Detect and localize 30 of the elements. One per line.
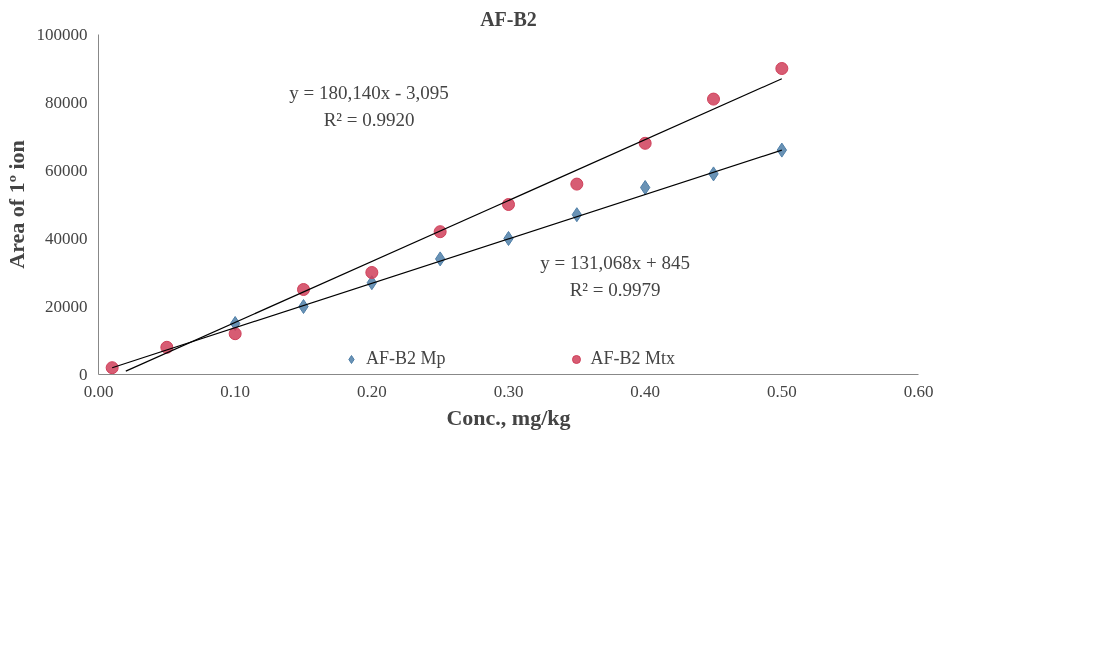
point	[502, 198, 515, 211]
y-axis-title: Area of 1º ion	[3, 140, 29, 269]
annotation: y = 131,068x + 845	[540, 251, 690, 273]
point	[228, 327, 242, 341]
x-tick-label: 0.20	[356, 381, 387, 401]
x-tick-label: 0.40	[630, 381, 661, 401]
point	[570, 177, 584, 191]
point	[105, 361, 119, 375]
point	[640, 180, 651, 195]
x-tick-label: 0.10	[220, 381, 251, 401]
y-tick-label: 40000	[45, 229, 88, 248]
annotation: R² = 0.9979	[569, 278, 661, 300]
point	[775, 62, 789, 75]
annotation: R² = 0.9920	[323, 108, 415, 130]
y-tick-label: 80000	[45, 93, 88, 112]
y-tick-label: 100000	[36, 25, 88, 44]
point	[365, 266, 379, 279]
point	[707, 92, 720, 106]
legend-label: AF-B2 Mp	[365, 348, 446, 369]
x-axis-title: Conc., mg/kg	[446, 404, 571, 430]
x-tick-label: 0.00	[83, 381, 114, 401]
y-tick-label: 0	[79, 365, 88, 384]
x-tick-label: 0.60	[903, 381, 934, 401]
annotation: y = 180,140x - 3,095	[289, 81, 449, 103]
legend-label: AF-B2 Mtx	[590, 348, 676, 369]
x-tick-label: 0.50	[766, 381, 797, 401]
y-tick-label: 60000	[45, 161, 88, 180]
chart-title: AF-B2	[480, 7, 537, 30]
y-tick-label: 20000	[45, 297, 88, 316]
x-tick-label: 0.30	[493, 381, 524, 401]
